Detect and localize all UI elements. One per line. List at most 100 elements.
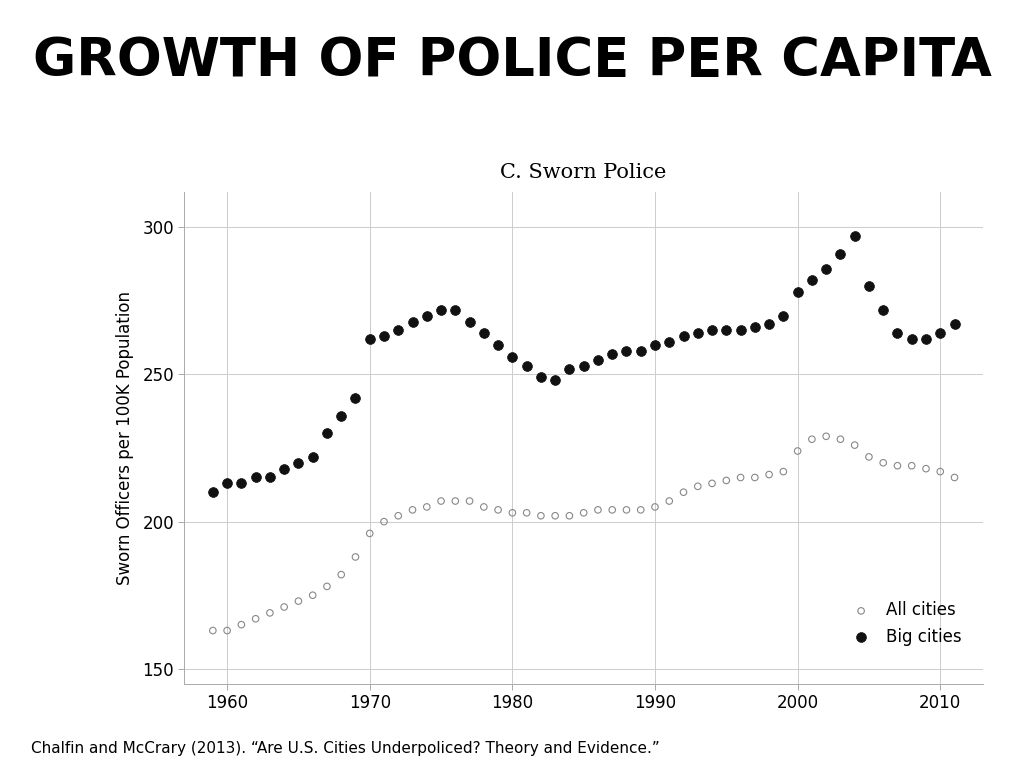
All cities bbox=[532, 510, 549, 522]
All cities bbox=[419, 501, 435, 513]
Big cities bbox=[833, 247, 849, 260]
Big cities bbox=[575, 359, 592, 372]
All cities bbox=[290, 595, 306, 607]
All cities bbox=[689, 480, 706, 492]
All cities bbox=[575, 507, 592, 519]
All cities bbox=[504, 507, 520, 519]
Big cities bbox=[946, 318, 963, 330]
All cities bbox=[304, 589, 321, 601]
Big cities bbox=[205, 486, 221, 498]
All cities bbox=[889, 459, 905, 472]
All cities bbox=[761, 468, 777, 481]
All cities bbox=[404, 504, 421, 516]
Big cities bbox=[761, 318, 777, 330]
Big cities bbox=[304, 451, 321, 463]
All cities bbox=[489, 504, 506, 516]
Big cities bbox=[918, 333, 934, 346]
All cities bbox=[732, 472, 749, 484]
Big cities bbox=[746, 321, 763, 333]
All cities bbox=[219, 624, 236, 637]
Big cities bbox=[318, 427, 335, 439]
All cities bbox=[833, 433, 849, 445]
Big cities bbox=[489, 339, 506, 351]
Big cities bbox=[476, 327, 493, 339]
Big cities bbox=[419, 310, 435, 322]
All cities bbox=[847, 439, 863, 452]
All cities bbox=[361, 528, 378, 540]
All cities bbox=[861, 451, 878, 463]
Big cities bbox=[590, 353, 606, 366]
Text: GROWTH OF POLICE PER CAPITA: GROWTH OF POLICE PER CAPITA bbox=[33, 35, 991, 87]
All cities bbox=[676, 486, 692, 498]
Big cities bbox=[433, 303, 450, 316]
All cities bbox=[590, 504, 606, 516]
Big cities bbox=[662, 336, 678, 348]
Big cities bbox=[333, 409, 349, 422]
Big cities bbox=[347, 392, 364, 404]
All cities bbox=[790, 445, 806, 457]
Big cities bbox=[390, 324, 407, 336]
All cities bbox=[390, 510, 407, 522]
All cities bbox=[946, 472, 963, 484]
All cities bbox=[347, 551, 364, 563]
Big cities bbox=[290, 457, 306, 469]
All cities bbox=[876, 457, 892, 469]
Big cities bbox=[604, 348, 621, 360]
Big cities bbox=[676, 330, 692, 343]
Big cities bbox=[233, 477, 250, 489]
All cities bbox=[462, 495, 478, 507]
All cities bbox=[662, 495, 678, 507]
All cities bbox=[333, 568, 349, 581]
Legend: All cities, Big cities: All cities, Big cities bbox=[840, 596, 967, 650]
All cities bbox=[918, 462, 934, 475]
All cities bbox=[718, 475, 734, 487]
All cities bbox=[233, 618, 250, 631]
All cities bbox=[932, 465, 948, 478]
Big cities bbox=[462, 316, 478, 328]
All cities bbox=[804, 433, 820, 445]
Big cities bbox=[633, 345, 649, 357]
Big cities bbox=[903, 333, 920, 346]
Big cities bbox=[775, 310, 792, 322]
Big cities bbox=[718, 324, 734, 336]
All cities bbox=[561, 510, 578, 522]
Big cities bbox=[689, 327, 706, 339]
All cities bbox=[205, 624, 221, 637]
Title: C. Sworn Police: C. Sworn Police bbox=[501, 163, 667, 182]
Big cities bbox=[618, 345, 635, 357]
Big cities bbox=[262, 472, 279, 484]
All cities bbox=[248, 613, 264, 625]
Big cities bbox=[275, 462, 292, 475]
Big cities bbox=[932, 327, 948, 339]
All cities bbox=[476, 501, 493, 513]
All cities bbox=[433, 495, 450, 507]
Big cities bbox=[248, 472, 264, 484]
Big cities bbox=[847, 230, 863, 242]
Big cities bbox=[818, 263, 835, 275]
Big cities bbox=[518, 359, 535, 372]
Big cities bbox=[547, 374, 563, 386]
All cities bbox=[518, 507, 535, 519]
All cities bbox=[618, 504, 635, 516]
All cities bbox=[318, 581, 335, 593]
All cities bbox=[275, 601, 292, 613]
All cities bbox=[775, 465, 792, 478]
All cities bbox=[547, 510, 563, 522]
Big cities bbox=[876, 303, 892, 316]
Big cities bbox=[804, 274, 820, 286]
Text: Chalfin and McCrary (2013). “Are U.S. Cities Underpoliced? Theory and Evidence.”: Chalfin and McCrary (2013). “Are U.S. Ci… bbox=[31, 741, 659, 756]
All cities bbox=[604, 504, 621, 516]
All cities bbox=[647, 501, 664, 513]
Big cities bbox=[361, 333, 378, 346]
All cities bbox=[262, 607, 279, 619]
All cities bbox=[746, 472, 763, 484]
Big cities bbox=[861, 280, 878, 293]
Big cities bbox=[647, 339, 664, 351]
Big cities bbox=[504, 351, 520, 363]
Big cities bbox=[219, 477, 236, 489]
Big cities bbox=[404, 316, 421, 328]
Big cities bbox=[532, 371, 549, 383]
Big cities bbox=[889, 327, 905, 339]
Big cities bbox=[732, 324, 749, 336]
Big cities bbox=[447, 303, 464, 316]
